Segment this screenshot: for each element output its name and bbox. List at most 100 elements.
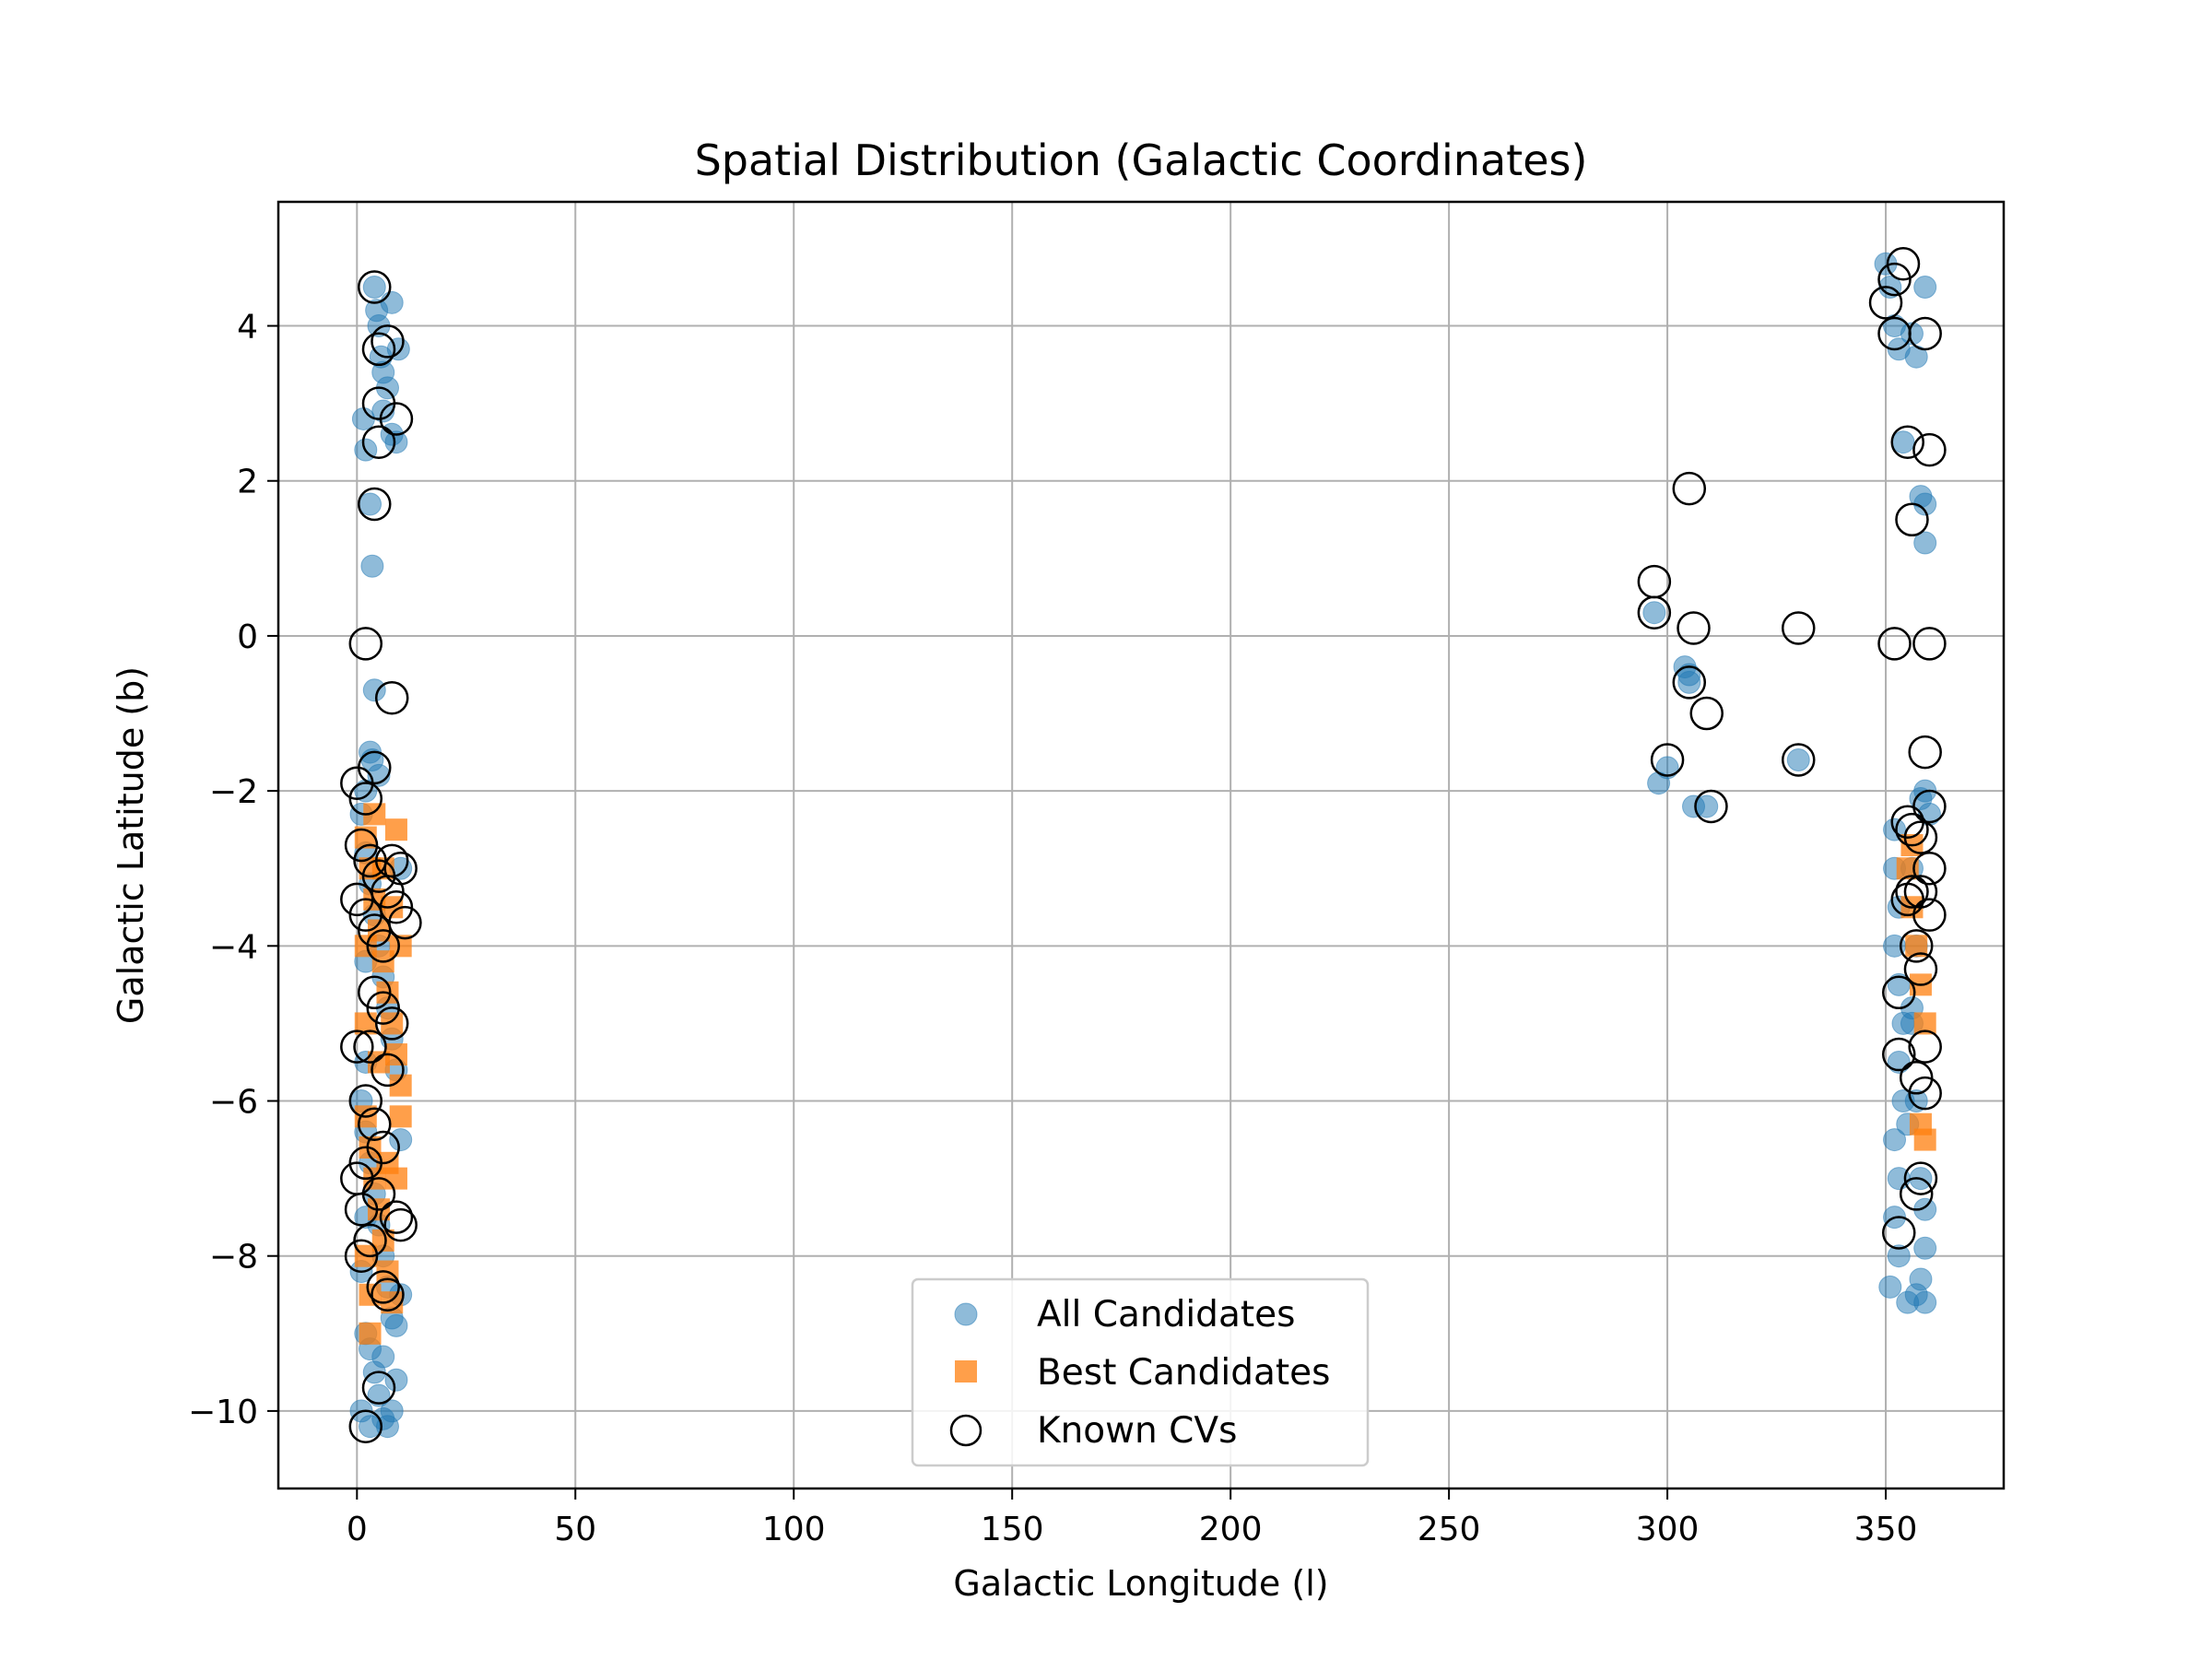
x-tick-label: 300 xyxy=(1636,1511,1700,1548)
all-candidate-point xyxy=(1887,1244,1911,1268)
all-candidate-point xyxy=(1913,531,1937,555)
known-cv-point xyxy=(371,1053,405,1088)
known-cv-point xyxy=(1908,1030,1942,1064)
all-candidate-point xyxy=(1909,1267,1933,1291)
y-tick-label: −10 xyxy=(188,1394,258,1431)
all-candidate-point xyxy=(362,276,386,300)
all-candidate-point xyxy=(360,554,384,578)
best-candidate-point xyxy=(1913,1128,1936,1151)
known-cv-point xyxy=(358,270,392,304)
known-cv-point xyxy=(361,332,396,367)
all-candidate-point xyxy=(384,430,408,454)
all-candidate-point xyxy=(359,492,382,516)
legend-marker-best-candidates xyxy=(955,1360,977,1382)
all-candidate-point xyxy=(380,290,404,314)
known-cv-point xyxy=(1882,1037,1916,1072)
known-cv-point xyxy=(374,680,409,715)
known-cv-point xyxy=(379,1200,414,1234)
all-candidate-point xyxy=(359,1415,382,1439)
all-candidate-point xyxy=(1695,794,1719,818)
legend-marker-all-candidates xyxy=(954,1302,978,1326)
y-tick-label: 0 xyxy=(237,618,258,656)
known-cv-point xyxy=(1903,875,1938,909)
known-cv-point xyxy=(371,324,405,359)
known-cv-point xyxy=(1672,665,1707,700)
x-tick-label: 0 xyxy=(347,1511,368,1548)
known-cv-point xyxy=(1899,929,1934,963)
known-cv-point xyxy=(1895,875,1929,909)
known-cv-point xyxy=(348,1146,383,1181)
known-cv-point xyxy=(1899,1177,1934,1211)
known-cv-point xyxy=(344,828,379,863)
x-tick-label: 150 xyxy=(981,1511,1044,1548)
known-cv-point xyxy=(344,1239,379,1273)
all-candidate-point xyxy=(384,1368,408,1392)
all-candidate-point xyxy=(1642,601,1666,625)
all-candidate-point xyxy=(1786,747,1810,771)
known-cv-point xyxy=(1886,247,1921,281)
x-axis-ticks: 0 50 100 150 200 250 300 350 xyxy=(347,1488,1918,1548)
known-cv-point xyxy=(1895,502,1929,537)
known-cv-point xyxy=(383,1207,418,1242)
known-cv-point xyxy=(1908,1076,1942,1111)
known-cv-point xyxy=(361,1371,396,1405)
known-cv-point xyxy=(1895,812,1929,847)
grid-lines xyxy=(278,202,2004,1488)
known-cv-point xyxy=(1912,432,1947,467)
plot-frame xyxy=(276,200,2006,1490)
known-cv-point xyxy=(344,1193,379,1227)
all-candidate-point xyxy=(362,678,386,702)
known-cv-point xyxy=(1868,286,1903,320)
known-cv-point xyxy=(1890,425,1924,459)
all-candidate-point xyxy=(1913,1236,1937,1260)
y-axis-label: Galactic Latitude (b) xyxy=(111,666,151,1024)
known-cv-point xyxy=(353,1030,387,1064)
y-tick-label: −4 xyxy=(209,928,258,966)
known-cv-point xyxy=(1882,1216,1916,1250)
legend-label-best-candidates: Best Candidates xyxy=(1037,1352,1330,1394)
known-cv-point xyxy=(1650,743,1685,777)
known-cv-point xyxy=(340,882,374,917)
known-cv-point xyxy=(348,1409,383,1443)
all-candidate-point xyxy=(367,1383,391,1407)
known-cv-point xyxy=(340,766,374,800)
known-cv-point xyxy=(1908,735,1942,770)
known-cv-point xyxy=(1899,1061,1934,1095)
known-cv-point xyxy=(358,975,392,1010)
y-tick-label: −6 xyxy=(209,1084,258,1122)
known-cv-point xyxy=(1637,595,1672,629)
legend-label-known-cvs: Known CVs xyxy=(1037,1410,1237,1452)
y-tick-label: −8 xyxy=(209,1239,258,1277)
known-cv-point xyxy=(1903,1161,1938,1195)
known-cv-point xyxy=(1903,820,1938,854)
known-cv-point xyxy=(348,627,383,661)
known-cv-point xyxy=(366,991,400,1025)
known-cv-point xyxy=(358,913,392,947)
all-candidate-point xyxy=(371,1345,395,1369)
best-candidate-point xyxy=(384,818,407,841)
known-cv-point xyxy=(1908,316,1942,351)
all-candidate-point xyxy=(389,1128,413,1152)
known-cv-point xyxy=(1782,743,1816,777)
x-tick-label: 250 xyxy=(1418,1511,1481,1548)
known-cv-point xyxy=(348,898,383,932)
all-candidate-point xyxy=(1655,756,1679,780)
known-cv-point xyxy=(1782,611,1816,645)
all-candidate-point xyxy=(1900,322,1924,346)
known-cv-point xyxy=(1912,898,1947,932)
best-candidate-point xyxy=(389,1105,412,1128)
all-candidate-point xyxy=(1913,276,1937,300)
known-cv-point xyxy=(1677,611,1711,645)
x-tick-label: 100 xyxy=(762,1511,826,1548)
known-cv-point xyxy=(340,1030,374,1064)
known-cv-point xyxy=(383,851,418,886)
legend: All Candidates Best Candidates Known CVs xyxy=(911,1277,1370,1467)
x-tick-label: 350 xyxy=(1854,1511,1918,1548)
all-candidate-point xyxy=(1883,1128,1907,1152)
known-cv-point xyxy=(1877,627,1912,661)
legend-box xyxy=(911,1277,1370,1467)
known-cv-point xyxy=(358,487,392,522)
known-cv-point xyxy=(374,1006,409,1041)
known-cv-point xyxy=(1912,627,1947,661)
